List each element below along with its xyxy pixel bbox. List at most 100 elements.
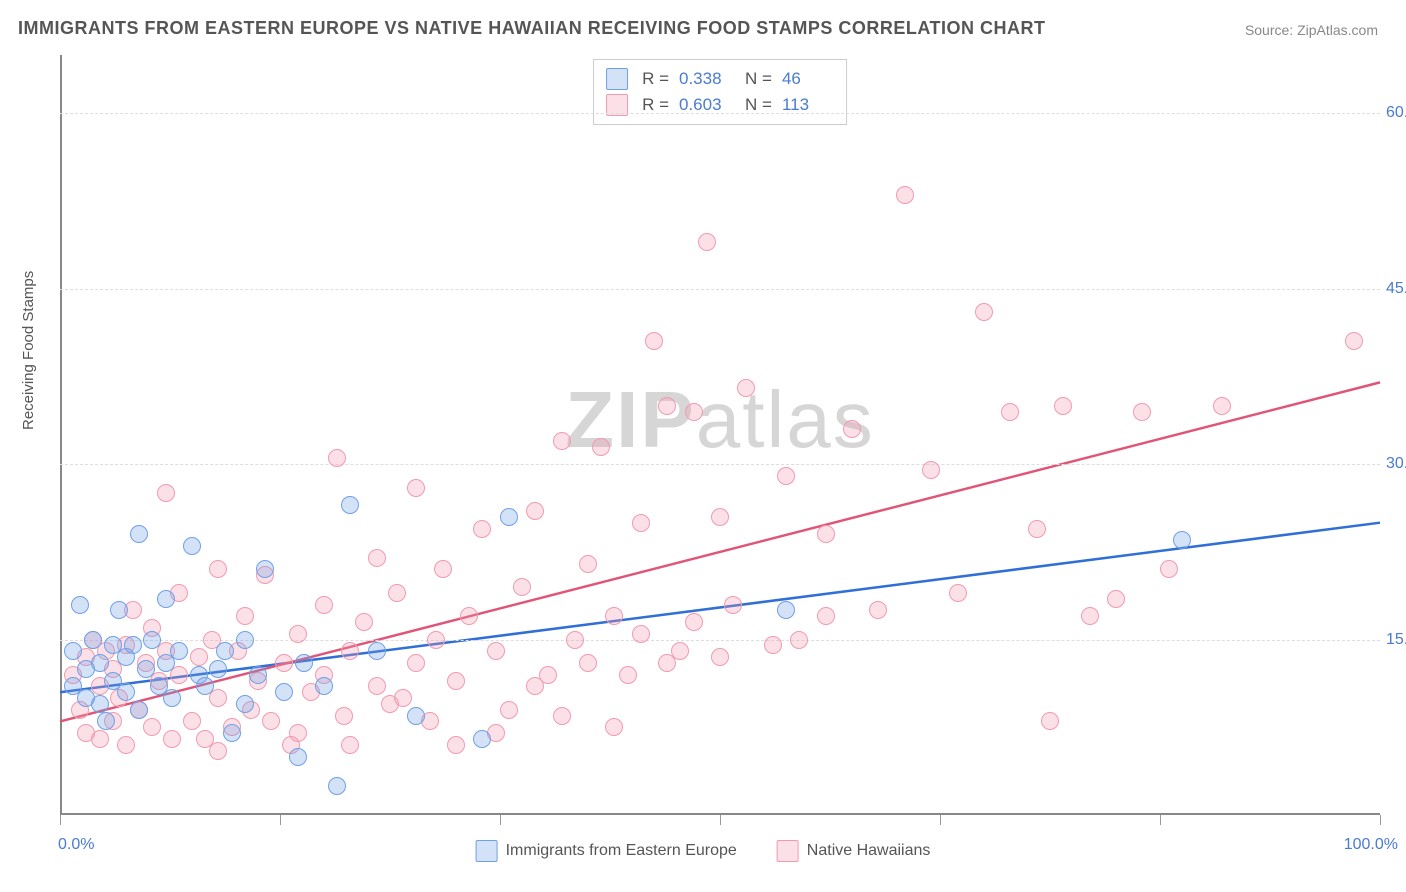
data-point xyxy=(157,590,175,608)
data-point xyxy=(295,654,313,672)
legend-label-2: Native Hawaiians xyxy=(807,842,931,860)
correlation-legend: R = 0.338 N = 46 R = 0.603 N = 113 xyxy=(593,59,847,125)
x-tick xyxy=(1380,815,1381,825)
gridline-h xyxy=(60,113,1380,114)
data-point xyxy=(236,631,254,649)
data-point xyxy=(91,695,109,713)
legend-item-1: Immigrants from Eastern Europe xyxy=(476,840,737,862)
data-point xyxy=(117,736,135,754)
data-point xyxy=(183,712,201,730)
data-point xyxy=(711,648,729,666)
data-point xyxy=(896,186,914,204)
data-point xyxy=(698,233,716,251)
data-point xyxy=(579,654,597,672)
y-tick-label: 30.0% xyxy=(1386,455,1406,473)
data-point xyxy=(249,666,267,684)
data-point xyxy=(1345,332,1363,350)
data-point xyxy=(183,537,201,555)
legend-swatch-1 xyxy=(476,840,498,862)
data-point xyxy=(289,625,307,643)
gridline-h xyxy=(60,464,1380,465)
n-value-1: 46 xyxy=(782,66,834,92)
data-point xyxy=(1081,607,1099,625)
data-point xyxy=(170,642,188,660)
data-point xyxy=(262,712,280,730)
data-point xyxy=(500,701,518,719)
data-point xyxy=(117,683,135,701)
data-point xyxy=(368,549,386,567)
data-point xyxy=(275,654,293,672)
x-tick xyxy=(1160,815,1161,825)
r-label: R = xyxy=(642,66,669,92)
data-point xyxy=(130,701,148,719)
series-legend: Immigrants from Eastern Europe Native Ha… xyxy=(476,840,931,862)
data-point xyxy=(447,672,465,690)
data-point xyxy=(124,636,142,654)
data-point xyxy=(1213,397,1231,415)
r-value-1: 0.338 xyxy=(679,66,731,92)
data-point xyxy=(949,584,967,602)
legend-item-2: Native Hawaiians xyxy=(777,840,931,862)
data-point xyxy=(355,613,373,631)
data-point xyxy=(196,677,214,695)
data-point xyxy=(163,730,181,748)
data-point xyxy=(658,397,676,415)
data-point xyxy=(645,332,663,350)
data-point xyxy=(407,707,425,725)
chart-title: IMMIGRANTS FROM EASTERN EUROPE VS NATIVE… xyxy=(18,18,1046,39)
data-point xyxy=(487,642,505,660)
data-point xyxy=(368,642,386,660)
x-tick xyxy=(940,815,941,825)
data-point xyxy=(922,461,940,479)
scatter-chart: ZIPatlas R = 0.338 N = 46 R = 0.603 N = … xyxy=(60,55,1380,815)
data-point xyxy=(869,601,887,619)
data-point xyxy=(190,648,208,666)
data-point xyxy=(843,420,861,438)
data-point xyxy=(460,607,478,625)
data-point xyxy=(223,724,241,742)
data-point xyxy=(473,730,491,748)
corr-row-series-1: R = 0.338 N = 46 xyxy=(606,66,834,92)
x-tick-min: 0.0% xyxy=(58,836,94,854)
data-point xyxy=(1041,712,1059,730)
data-point xyxy=(975,303,993,321)
data-point xyxy=(130,525,148,543)
y-tick-label: 45.0% xyxy=(1386,280,1406,298)
data-point xyxy=(84,631,102,649)
n-label: N = xyxy=(745,66,772,92)
data-point xyxy=(328,449,346,467)
data-point xyxy=(110,601,128,619)
data-point xyxy=(1001,403,1019,421)
data-point xyxy=(434,560,452,578)
data-point xyxy=(143,718,161,736)
legend-label-1: Immigrants from Eastern Europe xyxy=(506,842,737,860)
trend-lines xyxy=(60,55,1380,815)
x-tick xyxy=(60,815,61,825)
data-point xyxy=(289,724,307,742)
data-point xyxy=(209,742,227,760)
data-point xyxy=(97,712,115,730)
y-tick-label: 15.0% xyxy=(1386,631,1406,649)
data-point xyxy=(605,607,623,625)
data-point xyxy=(1173,531,1191,549)
legend-swatch-2 xyxy=(777,840,799,862)
data-point xyxy=(143,631,161,649)
data-point xyxy=(91,730,109,748)
data-point xyxy=(473,520,491,538)
x-tick xyxy=(720,815,721,825)
data-point xyxy=(315,677,333,695)
data-point xyxy=(315,596,333,614)
data-point xyxy=(632,625,650,643)
data-point xyxy=(341,736,359,754)
gridline-h xyxy=(60,640,1380,641)
data-point xyxy=(1054,397,1072,415)
data-point xyxy=(91,654,109,672)
data-point xyxy=(216,642,234,660)
data-point xyxy=(764,636,782,654)
data-point xyxy=(407,654,425,672)
data-point xyxy=(427,631,445,649)
data-point xyxy=(1133,403,1151,421)
data-point xyxy=(513,578,531,596)
y-tick-label: 60.0% xyxy=(1386,104,1406,122)
data-point xyxy=(209,660,227,678)
